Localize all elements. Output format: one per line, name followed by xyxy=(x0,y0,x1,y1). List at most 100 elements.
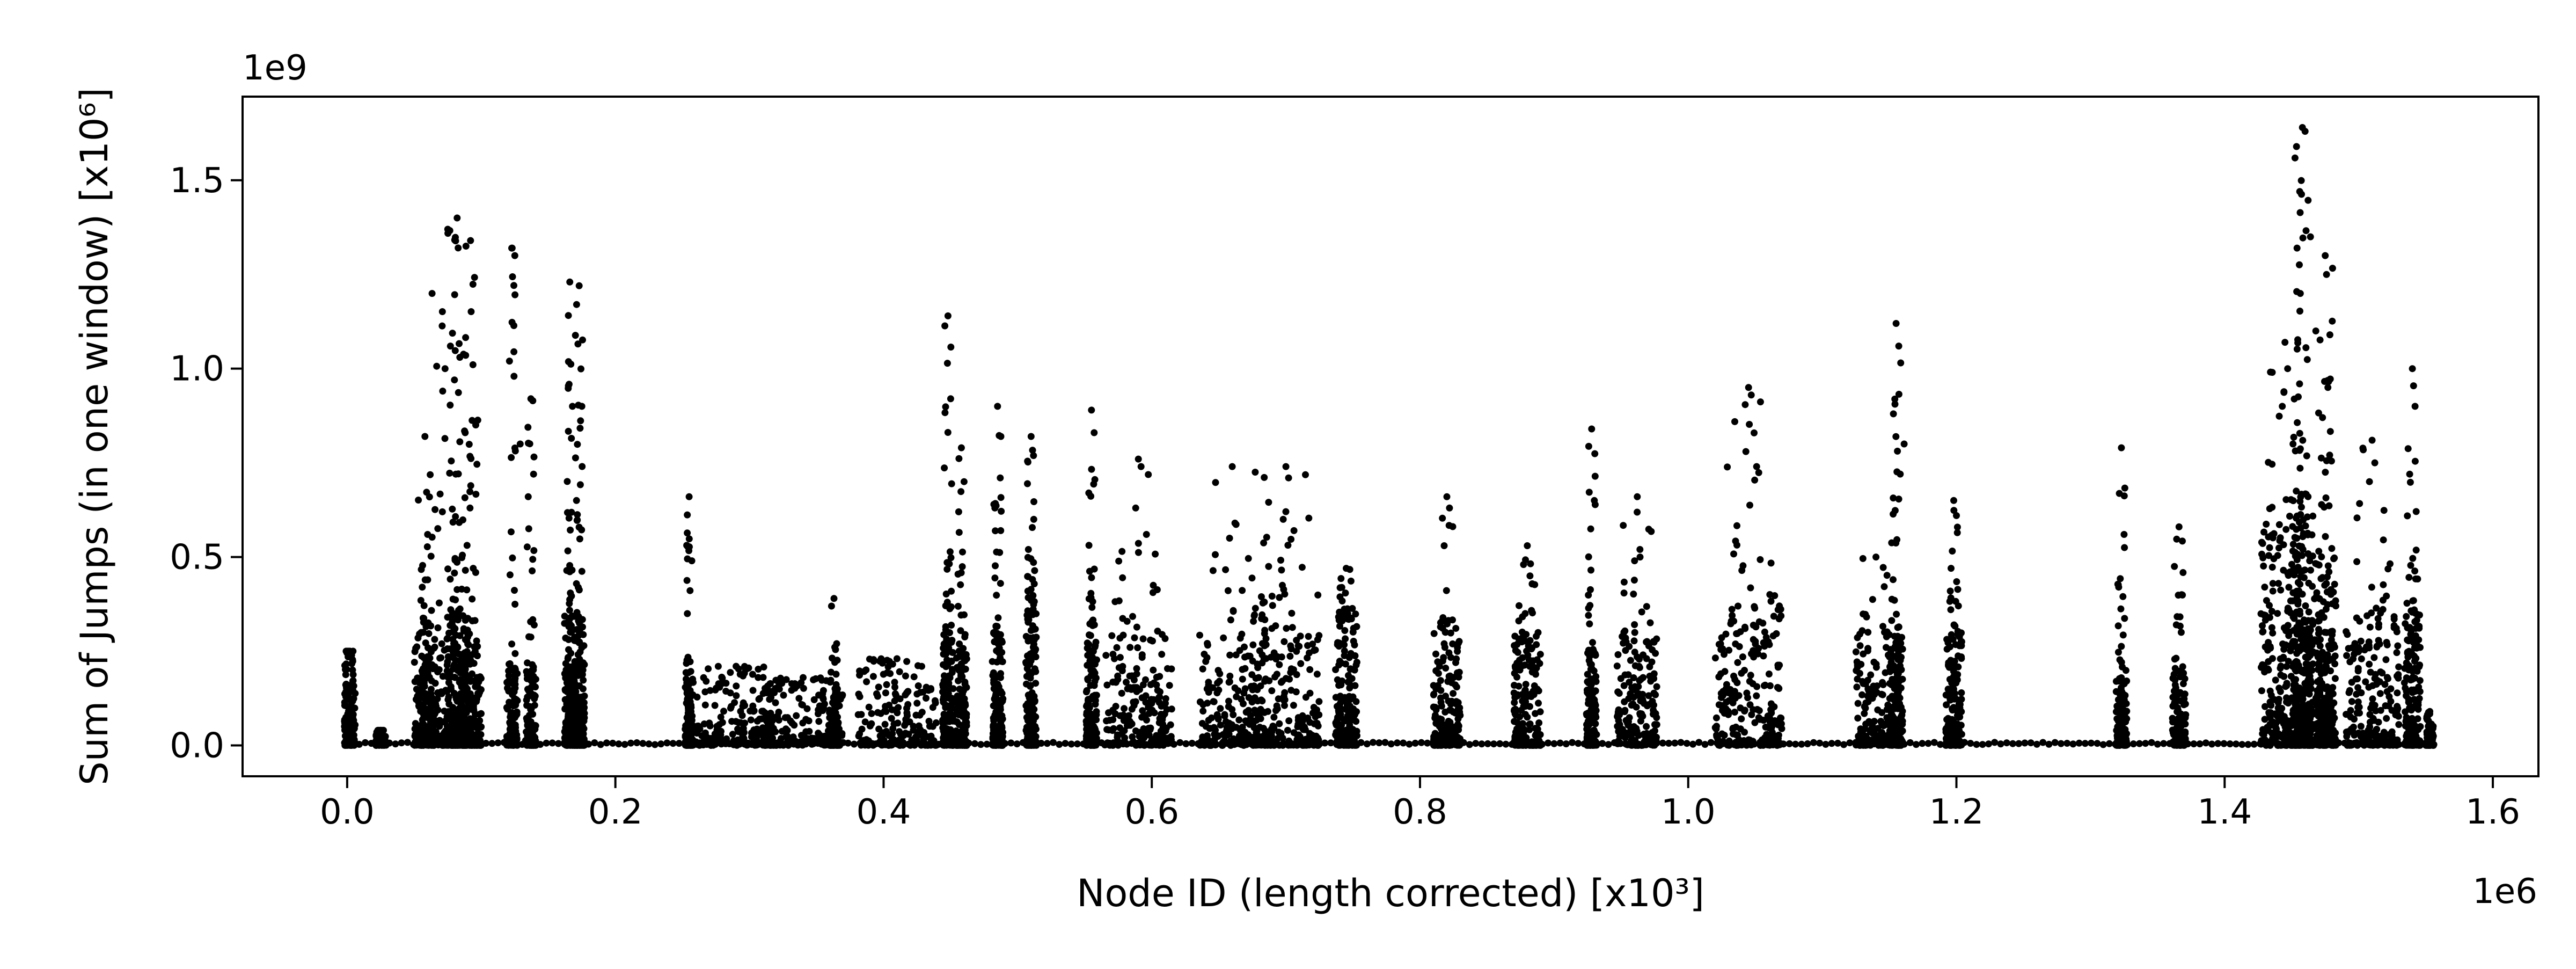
data-point xyxy=(882,741,889,748)
data-point xyxy=(565,622,572,629)
data-point xyxy=(1434,682,1441,689)
data-point xyxy=(449,519,457,526)
data-point xyxy=(566,663,573,671)
data-point xyxy=(504,677,512,685)
data-point xyxy=(1352,718,1360,725)
data-point xyxy=(1116,739,1124,746)
data-point xyxy=(1119,631,1127,639)
data-point xyxy=(1143,531,1150,538)
data-point xyxy=(451,347,459,354)
data-point xyxy=(575,584,582,591)
data-point xyxy=(1315,698,1323,705)
data-point xyxy=(989,672,997,679)
data-point xyxy=(466,690,474,697)
data-point xyxy=(1088,406,1095,414)
data-point xyxy=(438,322,446,330)
data-point xyxy=(1446,672,1454,680)
data-point xyxy=(955,647,963,655)
data-point xyxy=(1991,739,1999,746)
data-point xyxy=(706,687,714,694)
data-point xyxy=(1306,666,1314,673)
data-point xyxy=(1103,681,1111,689)
data-point xyxy=(573,516,581,524)
data-point xyxy=(897,731,904,738)
data-point xyxy=(920,735,927,742)
data-point xyxy=(774,712,781,720)
data-point xyxy=(1287,645,1295,653)
data-point xyxy=(1515,682,1523,690)
data-point xyxy=(1092,701,1099,708)
data-point xyxy=(939,681,947,688)
data-point xyxy=(380,733,388,740)
data-point xyxy=(523,702,531,709)
data-point xyxy=(1274,705,1281,712)
data-point xyxy=(1446,504,1453,512)
data-point xyxy=(1263,534,1270,541)
data-point xyxy=(1281,702,1288,709)
data-point xyxy=(1342,660,1349,668)
data-point xyxy=(800,684,807,692)
data-point xyxy=(687,727,694,735)
data-point xyxy=(435,599,443,607)
data-point xyxy=(1347,577,1355,585)
data-point xyxy=(1381,739,1389,746)
data-point xyxy=(2063,740,2071,747)
data-point xyxy=(684,511,691,519)
data-point xyxy=(717,713,724,721)
data-point xyxy=(1278,566,1285,574)
data-point xyxy=(578,526,586,534)
data-point xyxy=(923,695,930,702)
data-point xyxy=(955,455,963,462)
data-point xyxy=(1032,713,1040,720)
data-point xyxy=(1336,593,1344,601)
data-point xyxy=(1230,607,1237,614)
data-point xyxy=(1224,587,1232,594)
data-point xyxy=(957,444,965,451)
data-point xyxy=(1305,514,1313,522)
data-point xyxy=(1511,710,1519,717)
data-point xyxy=(639,740,647,747)
data-point xyxy=(1285,474,1292,482)
data-point xyxy=(572,332,579,339)
data-point xyxy=(990,723,997,731)
data-point xyxy=(800,674,807,681)
data-point xyxy=(530,738,537,745)
data-point xyxy=(2233,740,2240,748)
data-point xyxy=(877,655,885,662)
data-point xyxy=(1271,673,1279,681)
data-point xyxy=(1306,719,1314,726)
data-point xyxy=(1145,471,1152,478)
data-point xyxy=(1292,688,1300,696)
data-point xyxy=(1132,740,1139,747)
data-point xyxy=(856,672,863,679)
data-point xyxy=(948,480,955,487)
data-point xyxy=(1268,593,1276,600)
data-point xyxy=(456,632,464,639)
data-point xyxy=(445,741,453,748)
data-point xyxy=(1013,740,1021,748)
data-point xyxy=(944,312,952,319)
data-point xyxy=(1792,740,1799,748)
data-point xyxy=(447,645,454,653)
data-point xyxy=(760,735,768,742)
data-point xyxy=(1441,644,1448,651)
data-point xyxy=(1452,659,1459,666)
data-point xyxy=(1519,697,1526,704)
data-point xyxy=(722,680,730,687)
data-point xyxy=(806,727,813,735)
data-point xyxy=(1235,732,1243,740)
data-point xyxy=(377,726,384,734)
data-point xyxy=(781,714,789,722)
data-point xyxy=(1452,625,1460,632)
data-point xyxy=(1297,737,1304,744)
data-point xyxy=(1430,738,1437,745)
data-point xyxy=(749,687,757,694)
data-point xyxy=(1353,727,1360,735)
data-point xyxy=(879,729,887,737)
data-point xyxy=(1085,696,1092,703)
data-point xyxy=(888,706,896,713)
data-point xyxy=(1140,741,1147,749)
data-point xyxy=(507,528,515,536)
data-point xyxy=(447,575,454,583)
data-point xyxy=(1276,720,1283,727)
